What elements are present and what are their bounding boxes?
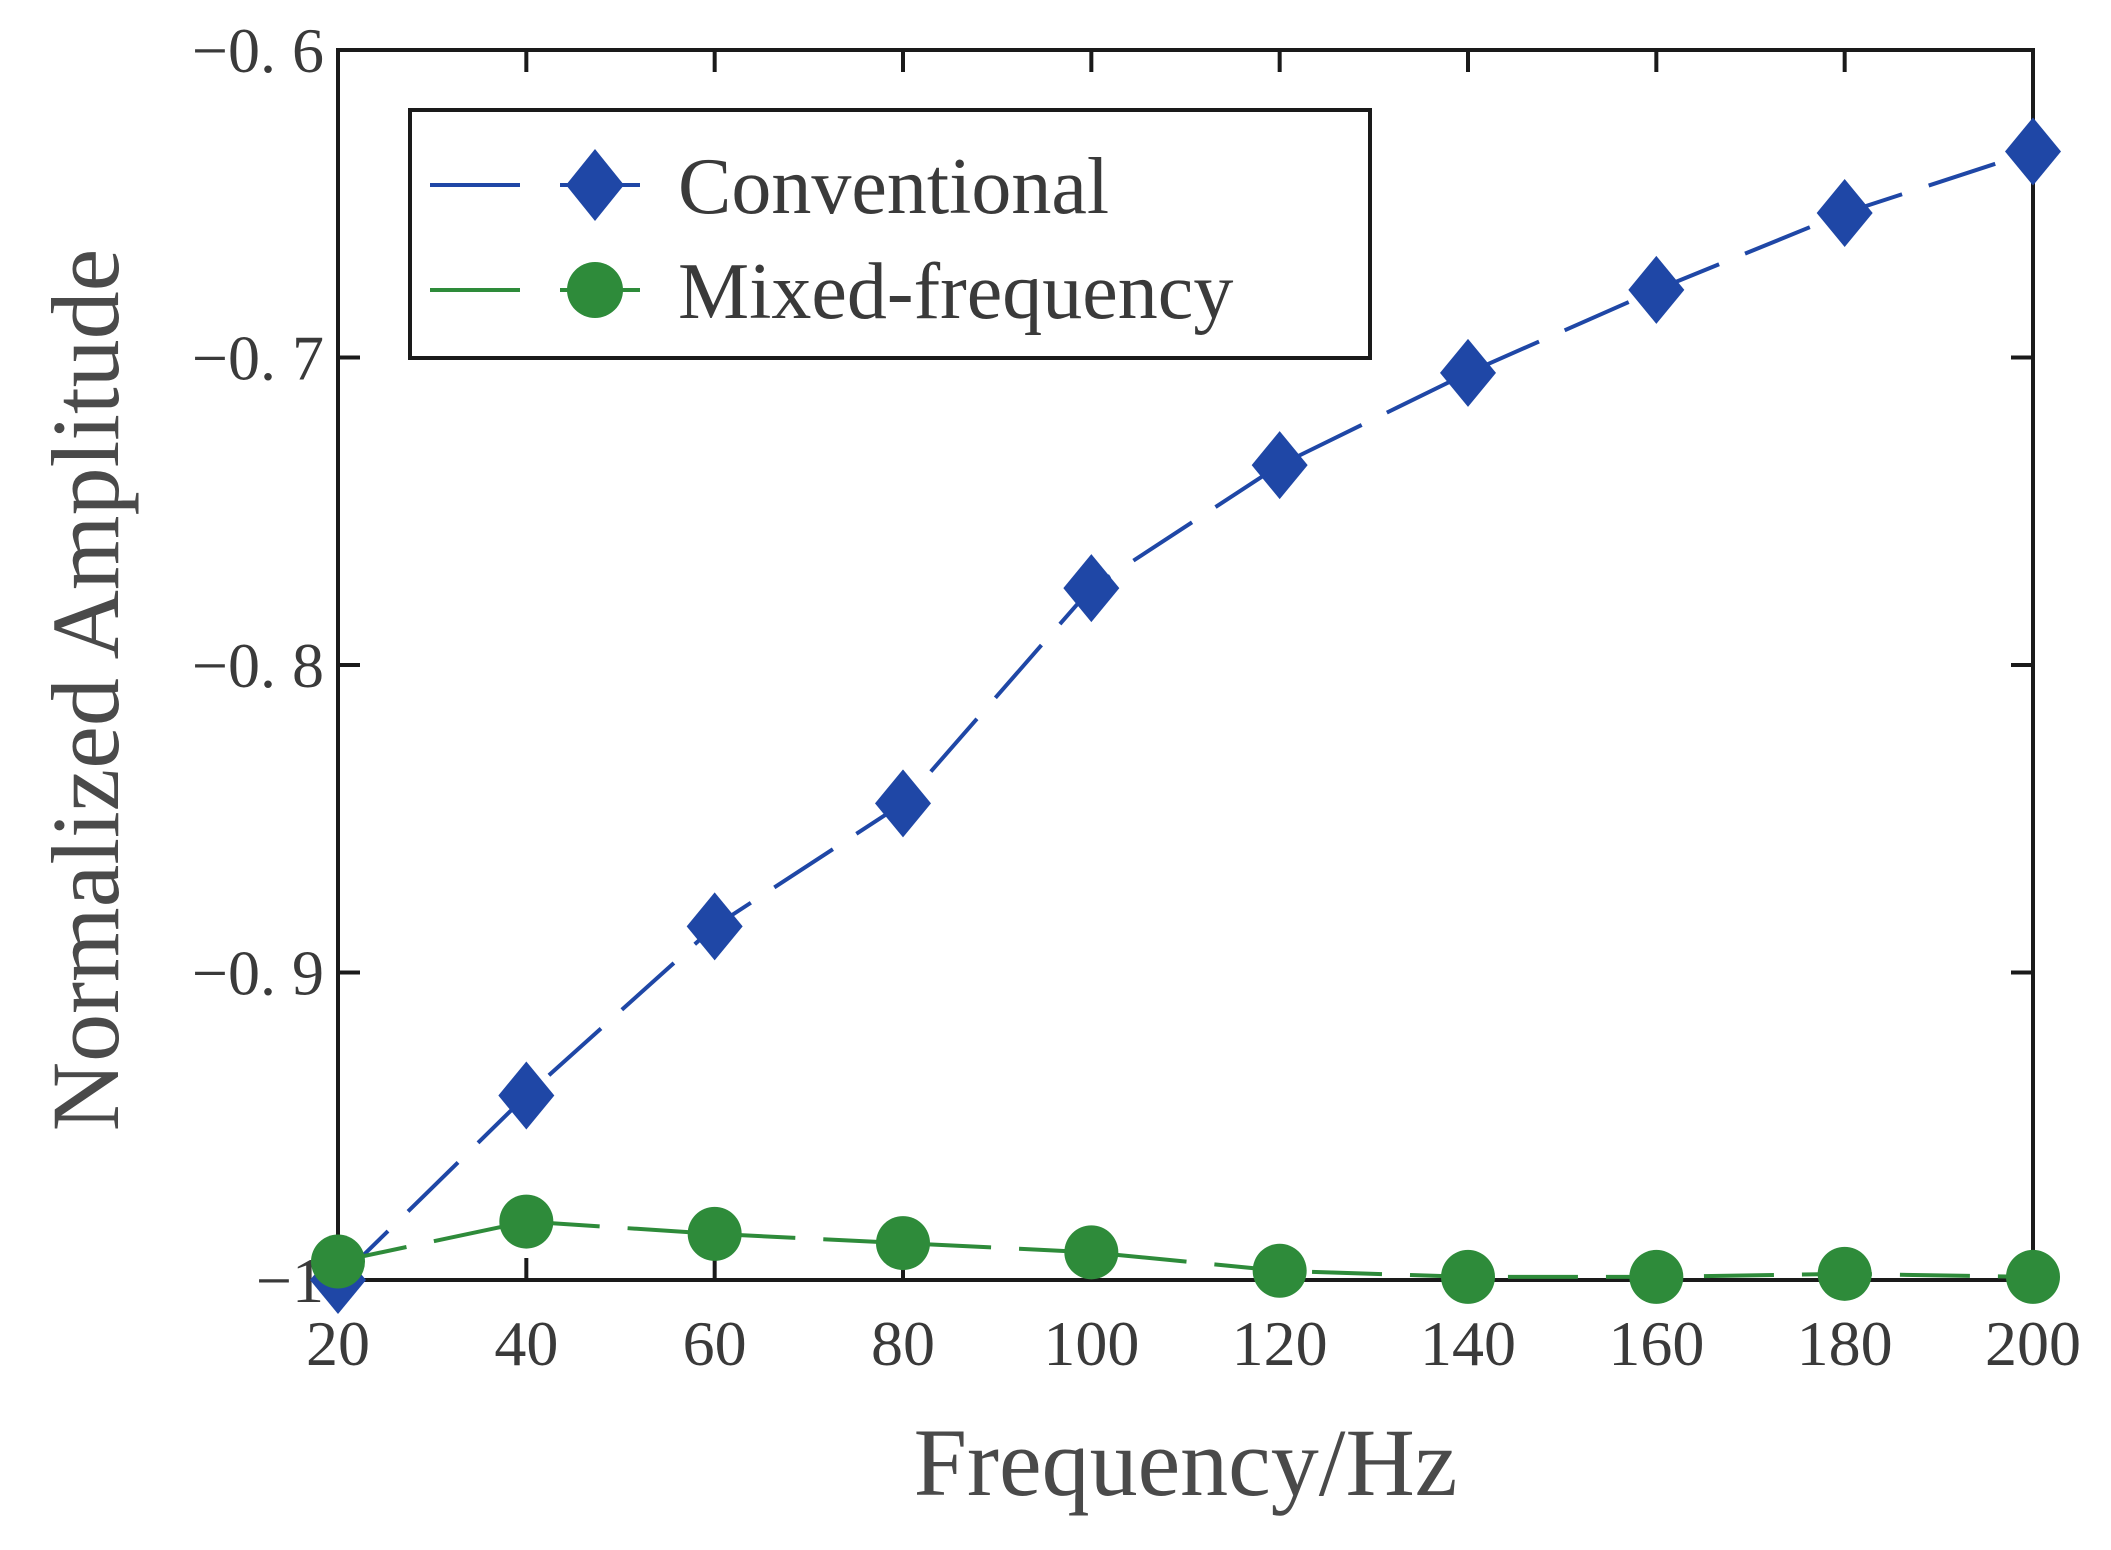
- x-tick-label: 160: [1608, 1308, 1704, 1379]
- series-line-1: [337, 1219, 2034, 1279]
- data-point-conventional: [1063, 554, 1120, 623]
- y-tick-label: −0. 8: [192, 630, 324, 701]
- data-point-conventional: [1251, 431, 1308, 500]
- data-point-mixed-frequency: [311, 1234, 365, 1289]
- x-axis-title: Frequency/Hz: [914, 1409, 1458, 1516]
- data-point-mixed-frequency: [499, 1194, 554, 1249]
- data-point-mixed-frequency: [1252, 1243, 1307, 1298]
- legend-label: Mixed-frequency: [678, 248, 1233, 336]
- x-tick-label: 180: [1797, 1308, 1893, 1379]
- legend-label: Conventional: [678, 143, 1109, 231]
- data-point-conventional: [2005, 117, 2061, 186]
- data-point-mixed-frequency: [876, 1216, 930, 1271]
- y-axis-title: Normalized Amplitude: [32, 249, 139, 1131]
- x-tick-label: 40: [494, 1308, 558, 1379]
- data-point-mixed-frequency: [2006, 1249, 2060, 1304]
- data-point-conventional: [875, 769, 931, 838]
- x-tick-label: 100: [1043, 1308, 1139, 1379]
- data-point-mixed-frequency: [1441, 1249, 1495, 1304]
- data-point-mixed-frequency: [1064, 1225, 1119, 1280]
- y-tick-label: −0. 6: [192, 15, 324, 86]
- legend-box: [408, 108, 1372, 360]
- plot-area: [310, 117, 2061, 1314]
- y-axis: −1−0. 9−0. 8−0. 7−0. 6: [192, 15, 2033, 1316]
- data-point-mixed-frequency: [1629, 1249, 1684, 1304]
- data-point-conventional: [1816, 178, 1873, 247]
- legend: Conventional Mixed-frequency: [408, 108, 1372, 360]
- x-tick-label: 120: [1232, 1308, 1328, 1379]
- x-tick-label: 20: [306, 1308, 370, 1379]
- x-axis: 20 40 60 80 100 120 140 160 180 200: [306, 50, 2081, 1379]
- x-tick-label: 200: [1985, 1308, 2081, 1379]
- x-tick-label: 140: [1420, 1308, 1516, 1379]
- legend-circle-icon: [567, 262, 623, 318]
- series-line-0: [336, 149, 2034, 1282]
- data-point-mixed-frequency: [1817, 1246, 1872, 1301]
- legend-diamond-icon: [566, 149, 624, 221]
- x-tick-label: 80: [871, 1308, 935, 1379]
- data-point-conventional: [686, 892, 743, 961]
- y-tick-label: −0. 7: [192, 323, 324, 394]
- data-point-conventional: [1440, 338, 1496, 407]
- data-point-conventional: [1628, 255, 1685, 324]
- x-tick-label: 60: [683, 1308, 747, 1379]
- y-tick-label: −0. 9: [192, 938, 324, 1009]
- data-point-conventional: [498, 1061, 555, 1130]
- data-point-mixed-frequency: [687, 1206, 742, 1261]
